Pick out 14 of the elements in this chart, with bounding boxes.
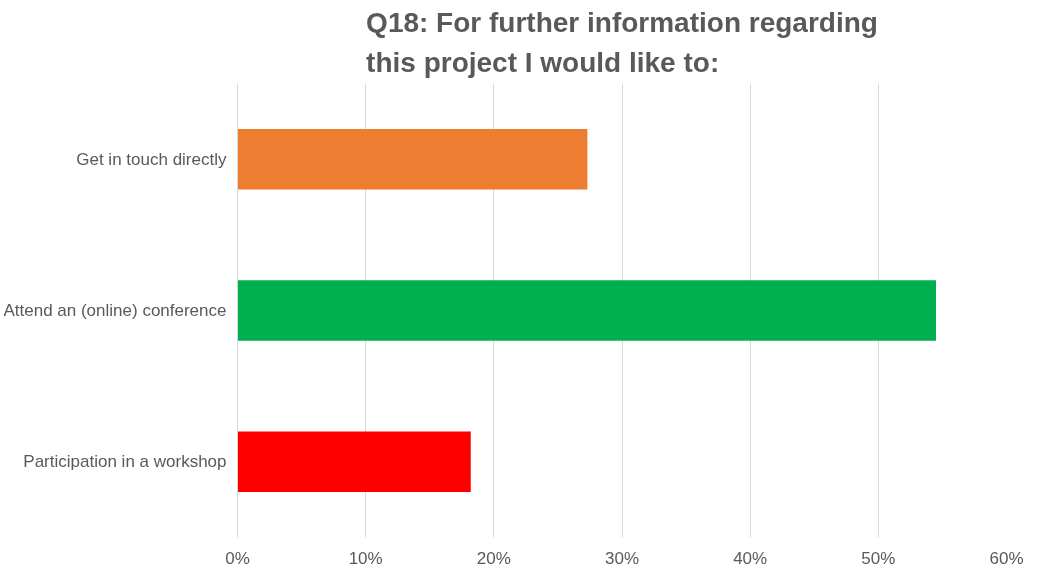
bar — [237, 128, 588, 190]
x-tick-label: 40% — [733, 548, 768, 568]
bar — [237, 280, 937, 341]
y-tick-label: Get in touch directly — [76, 149, 227, 169]
x-tick-label: 0% — [225, 548, 250, 568]
chart-title: Q18: For further information regarding this project I would like to: — [366, 7, 878, 79]
y-tick-label: Participation in a workshop — [23, 452, 227, 472]
x-tick-label: 60% — [989, 548, 1024, 568]
x-tick-label: 10% — [348, 548, 383, 568]
x-tick-label: 20% — [476, 548, 511, 568]
bar — [237, 431, 471, 493]
x-tick-label: 50% — [861, 548, 896, 568]
y-tick-label: Attend an (online) conference — [3, 301, 227, 320]
x-tick-label: 30% — [604, 548, 640, 568]
